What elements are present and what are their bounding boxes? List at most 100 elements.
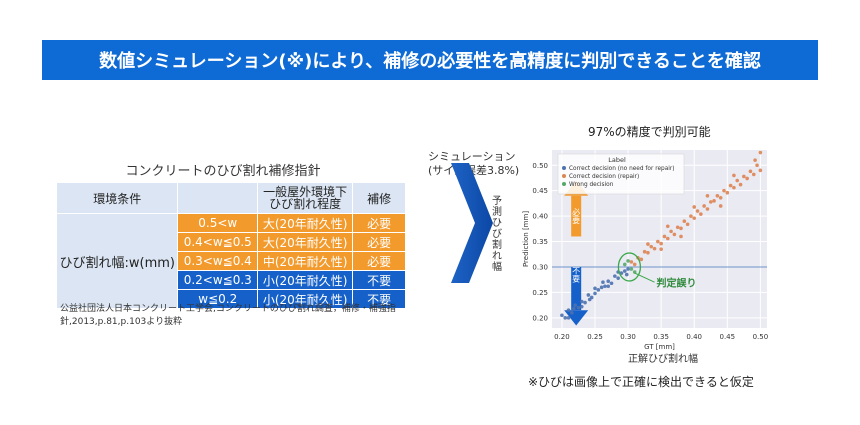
data-point	[718, 196, 723, 200]
x-tick-label: 0.50	[753, 333, 769, 341]
data-point	[583, 300, 587, 305]
data-point	[695, 209, 700, 213]
data-point	[685, 222, 690, 227]
cell-repair: 不要	[352, 289, 406, 309]
data-point	[712, 199, 716, 203]
data-point	[642, 249, 647, 254]
y-axis-label-jp: 予測ひび割れ幅	[492, 196, 502, 273]
data-point	[649, 244, 654, 249]
data-point	[566, 316, 571, 320]
legend-marker	[562, 174, 566, 178]
legend-marker	[562, 166, 566, 170]
table-row: 0.4<w≦0.5 大(20年耐久性) 必要	[57, 232, 406, 252]
x-axis-label-jp: 正解ひび割れ幅	[628, 354, 698, 365]
x-axis-label: GT [mm]	[644, 343, 675, 350]
header-environment: 環境条件	[55, 182, 179, 214]
data-point	[758, 168, 763, 173]
repair-needed-label: 必要	[572, 207, 581, 225]
data-point	[665, 224, 670, 229]
data-point	[566, 308, 571, 312]
data-point	[606, 284, 611, 289]
data-point	[572, 306, 576, 311]
data-point	[669, 229, 673, 234]
data-point	[665, 236, 670, 241]
arrow-down-icon	[564, 310, 589, 326]
x-tick-label: 0.40	[686, 333, 702, 341]
x-tick-label: 0.25	[587, 333, 603, 341]
data-point	[570, 310, 574, 315]
data-point	[692, 216, 697, 220]
data-point	[675, 225, 680, 230]
y-tick-label: 0.30	[532, 263, 548, 271]
data-point	[738, 182, 743, 187]
data-point	[662, 234, 667, 239]
data-point	[708, 200, 713, 204]
legend-box	[557, 153, 685, 195]
data-point	[679, 226, 683, 231]
x-tick-label: 0.20	[554, 333, 570, 341]
data-point	[560, 313, 564, 318]
data-point	[689, 214, 693, 218]
data-point	[622, 269, 627, 273]
data-point	[579, 304, 584, 309]
legend-entry: Correct decision (repair)	[569, 174, 639, 180]
data-point	[629, 267, 634, 271]
data-point	[751, 172, 756, 177]
row-label-crack-width: ひび割れ幅:w(mm)	[55, 213, 179, 309]
data-point	[646, 250, 650, 255]
data-point	[742, 174, 746, 179]
data-point	[579, 299, 584, 304]
cell-range: 0.5<w	[177, 213, 259, 233]
cell-range: 0.2<w≦0.3	[177, 270, 259, 290]
cell-range: 0.3<w≦0.4	[177, 251, 259, 271]
data-point	[587, 297, 592, 302]
accuracy-title: 97%の精度で判別可能	[588, 125, 711, 139]
cell-repair: 必要	[352, 251, 406, 271]
assumption-note: ※ひびは画像上で正確に検出できると仮定	[528, 375, 754, 389]
data-point	[606, 279, 611, 284]
table-header-row: 環境条件 一般屋外環境下 ひび割れ程度 補修	[55, 182, 406, 214]
cell-range: 0.4<w≦0.5	[177, 232, 259, 252]
data-point	[652, 246, 657, 251]
data-point	[576, 305, 581, 310]
scatter-chart: 0.20 0.25 0.30 0.35 0.40 0.45 0.50 0.20 0.25 0.30…	[522, 150, 769, 350]
table-row: w≦0.2 小(20年耐久性) 不要	[57, 289, 406, 309]
header-degree: 一般屋外環境下 ひび割れ程度	[257, 182, 354, 214]
data-point	[626, 259, 630, 263]
data-point	[715, 193, 720, 198]
data-point	[656, 239, 660, 244]
data-point	[629, 260, 634, 264]
cell-degree: 小(20年耐久性)	[257, 289, 354, 309]
y-tick-label: 0.50	[532, 162, 548, 170]
y-tick-label: 0.40	[532, 213, 548, 221]
legend-entry: Wrong decision	[569, 182, 614, 188]
data-point	[728, 183, 733, 188]
y-tick-label: 0.45	[532, 187, 548, 195]
cell-degree: 大(20年耐久性)	[257, 213, 354, 233]
x-tick-label: 0.35	[653, 333, 669, 341]
y-tick-label: 0.20	[532, 314, 548, 322]
cell-repair: 必要	[352, 232, 406, 252]
data-point	[616, 276, 620, 280]
x-tick-label: 0.30	[620, 333, 636, 341]
header-empty	[177, 182, 259, 214]
repair-arrow-shaft	[571, 195, 582, 237]
data-point	[586, 293, 591, 297]
data-point	[639, 257, 644, 262]
misjudgment-label: 判定誤り	[657, 276, 697, 289]
data-point	[596, 288, 601, 292]
data-point	[679, 234, 683, 239]
data-point	[682, 219, 687, 223]
data-point	[626, 267, 630, 271]
y-axis-label: Prediction [mm]	[522, 211, 530, 267]
data-point	[758, 150, 763, 155]
data-point	[722, 188, 726, 193]
table-row: 0.3<w≦0.4 中(20年耐久性) 必要	[57, 251, 406, 271]
no-repair-arrow-shaft	[571, 266, 582, 311]
data-point	[753, 158, 757, 162]
data-point	[702, 204, 706, 208]
data-point	[624, 272, 629, 277]
data-point	[748, 169, 753, 174]
data-point	[659, 247, 663, 251]
simulation-title: シミュレーション	[428, 150, 516, 163]
